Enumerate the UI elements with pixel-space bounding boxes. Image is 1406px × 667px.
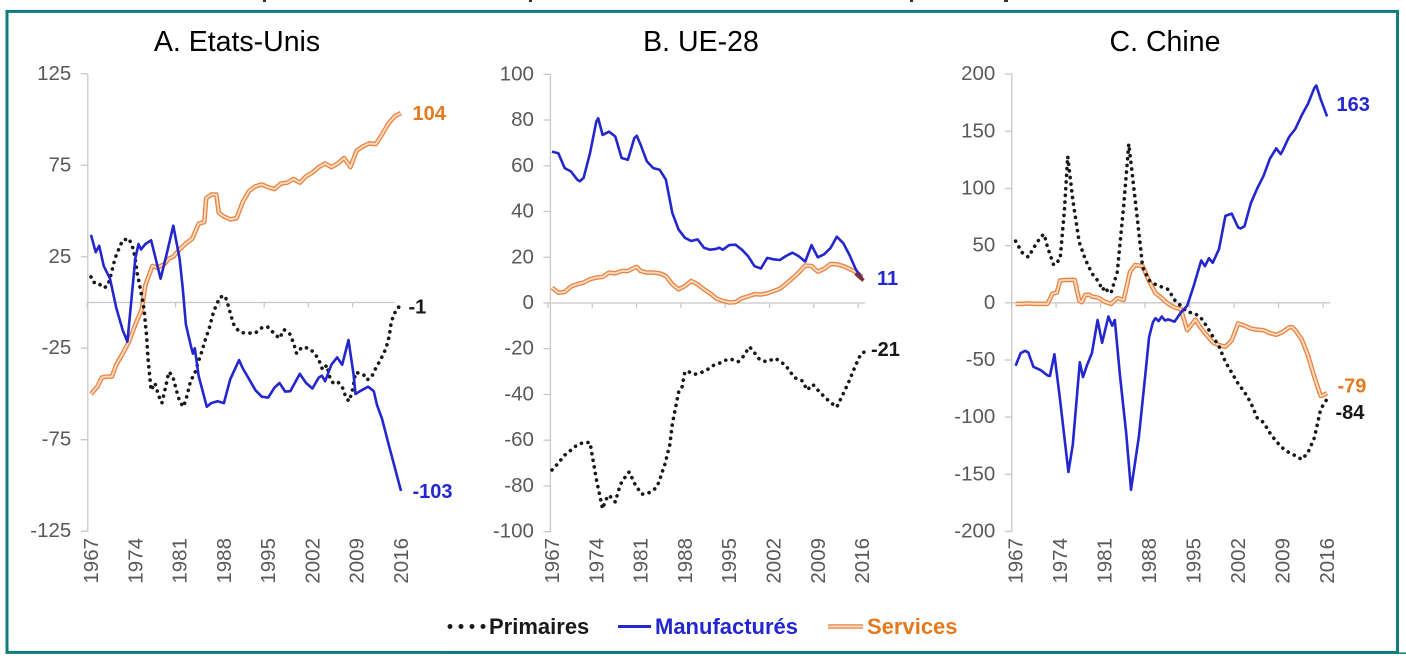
- svg-text:2002: 2002: [301, 538, 324, 584]
- svg-text:2016: 2016: [851, 538, 874, 584]
- svg-text:200: 200: [961, 62, 995, 85]
- svg-text:11: 11: [877, 268, 898, 290]
- svg-text:-84: -84: [1336, 402, 1366, 424]
- svg-text:1995: 1995: [1183, 538, 1206, 584]
- svg-text:-20: -20: [504, 337, 534, 360]
- svg-text:A. Etats-Unis: A. Etats-Unis: [154, 26, 320, 58]
- svg-text:1967: 1967: [1005, 538, 1028, 584]
- svg-text:-75: -75: [42, 428, 72, 451]
- svg-text:125: 125: [37, 62, 71, 85]
- svg-text:1981: 1981: [169, 538, 192, 584]
- svg-text:104: 104: [413, 103, 447, 125]
- svg-text:2009: 2009: [1272, 538, 1295, 584]
- svg-text:-100: -100: [493, 520, 534, 543]
- svg-text:150: 150: [961, 119, 995, 142]
- svg-text:-200: -200: [954, 520, 995, 543]
- svg-text:-150: -150: [954, 462, 995, 485]
- svg-text:2009: 2009: [346, 538, 369, 584]
- svg-text:1995: 1995: [718, 538, 741, 584]
- svg-text:-100: -100: [954, 405, 995, 428]
- svg-text:Manufacturés: Manufacturés: [655, 614, 798, 639]
- svg-text:1988: 1988: [213, 538, 236, 584]
- svg-text:60: 60: [511, 154, 534, 177]
- svg-text:1988: 1988: [674, 538, 697, 584]
- svg-text:-40: -40: [504, 383, 534, 406]
- svg-text:100: 100: [500, 62, 534, 85]
- svg-text:-79: -79: [1338, 376, 1367, 398]
- svg-text:1981: 1981: [1094, 538, 1117, 584]
- svg-text:-60: -60: [504, 428, 534, 451]
- svg-text:2016: 2016: [1316, 538, 1339, 584]
- svg-text:Primaires: Primaires: [489, 614, 589, 639]
- svg-text:-1: -1: [409, 297, 427, 319]
- svg-text:0: 0: [522, 291, 533, 314]
- svg-text:20: 20: [511, 245, 534, 268]
- svg-text:-80: -80: [504, 474, 534, 497]
- svg-text:100: 100: [961, 177, 995, 200]
- svg-text:-25: -25: [42, 336, 72, 359]
- svg-text:50: 50: [972, 234, 995, 257]
- svg-text:25: 25: [48, 245, 71, 268]
- svg-text:Services: Services: [867, 614, 958, 639]
- svg-text:1967: 1967: [541, 538, 564, 584]
- svg-text:2016: 2016: [390, 538, 413, 584]
- svg-text:-21: -21: [871, 339, 900, 361]
- svg-text:C. Chine: C. Chine: [1110, 26, 1221, 58]
- svg-text:1995: 1995: [257, 538, 280, 584]
- svg-text:2002: 2002: [763, 538, 786, 584]
- svg-text:1974: 1974: [124, 538, 147, 584]
- svg-text:1967: 1967: [80, 538, 103, 584]
- svg-text:1974: 1974: [585, 538, 608, 584]
- svg-text:80: 80: [511, 108, 534, 131]
- svg-text:75: 75: [48, 153, 71, 176]
- svg-text:40: 40: [511, 200, 534, 223]
- svg-text:0: 0: [984, 291, 995, 314]
- svg-text:-103: -103: [413, 481, 453, 503]
- svg-text:1988: 1988: [1138, 538, 1161, 584]
- svg-text:163: 163: [1337, 94, 1370, 116]
- svg-text:2009: 2009: [807, 538, 830, 584]
- svg-text:1981: 1981: [630, 538, 653, 584]
- svg-text:B. UE-28: B. UE-28: [643, 26, 759, 58]
- svg-text:-125: -125: [30, 519, 71, 542]
- svg-text:-50: -50: [966, 348, 996, 371]
- svg-text:1974: 1974: [1049, 538, 1072, 584]
- svg-text:2002: 2002: [1227, 538, 1250, 584]
